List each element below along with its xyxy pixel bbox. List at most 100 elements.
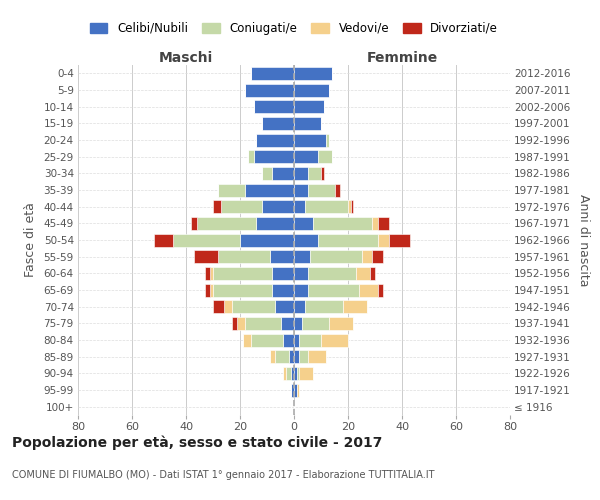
- Bar: [294, 300, 305, 313]
- Bar: [232, 317, 238, 330]
- Bar: [319, 234, 378, 246]
- Bar: [370, 267, 375, 280]
- Bar: [224, 300, 232, 313]
- Bar: [154, 234, 173, 246]
- Bar: [389, 234, 410, 246]
- Bar: [245, 84, 294, 96]
- Bar: [294, 367, 296, 380]
- Bar: [308, 184, 335, 196]
- Bar: [294, 217, 313, 230]
- Text: Popolazione per età, sesso e stato civile - 2017: Popolazione per età, sesso e stato civil…: [12, 435, 382, 450]
- Bar: [294, 134, 326, 146]
- Bar: [296, 384, 299, 396]
- Bar: [308, 167, 321, 180]
- Bar: [302, 317, 329, 330]
- Bar: [211, 284, 213, 296]
- Bar: [262, 117, 294, 130]
- Bar: [245, 184, 294, 196]
- Bar: [294, 84, 329, 96]
- Bar: [191, 217, 197, 230]
- Bar: [218, 184, 245, 196]
- Bar: [197, 217, 256, 230]
- Bar: [308, 350, 326, 363]
- Bar: [211, 267, 213, 280]
- Bar: [292, 367, 294, 380]
- Bar: [294, 384, 296, 396]
- Bar: [378, 284, 383, 296]
- Bar: [378, 234, 389, 246]
- Bar: [308, 267, 356, 280]
- Bar: [350, 200, 353, 213]
- Bar: [238, 317, 245, 330]
- Bar: [294, 334, 299, 346]
- Bar: [294, 250, 310, 263]
- Text: Maschi: Maschi: [159, 51, 213, 65]
- Bar: [305, 200, 348, 213]
- Bar: [326, 134, 329, 146]
- Bar: [289, 350, 294, 363]
- Bar: [294, 67, 332, 80]
- Bar: [213, 200, 221, 213]
- Bar: [240, 234, 294, 246]
- Bar: [205, 267, 210, 280]
- Bar: [359, 284, 378, 296]
- Bar: [292, 384, 294, 396]
- Bar: [272, 167, 294, 180]
- Bar: [372, 217, 378, 230]
- Bar: [205, 284, 210, 296]
- Bar: [361, 250, 372, 263]
- Bar: [232, 300, 275, 313]
- Bar: [319, 150, 332, 163]
- Bar: [299, 334, 321, 346]
- Bar: [275, 350, 289, 363]
- Bar: [308, 284, 359, 296]
- Bar: [251, 334, 283, 346]
- Bar: [256, 134, 294, 146]
- Bar: [272, 284, 294, 296]
- Bar: [372, 250, 383, 263]
- Bar: [221, 200, 262, 213]
- Bar: [251, 67, 294, 80]
- Bar: [245, 317, 281, 330]
- Bar: [348, 200, 350, 213]
- Bar: [335, 184, 340, 196]
- Bar: [294, 184, 308, 196]
- Bar: [173, 234, 240, 246]
- Bar: [213, 284, 272, 296]
- Bar: [256, 217, 294, 230]
- Y-axis label: Fasce di età: Fasce di età: [23, 202, 37, 278]
- Bar: [254, 100, 294, 113]
- Bar: [218, 250, 270, 263]
- Bar: [281, 317, 294, 330]
- Bar: [272, 267, 294, 280]
- Bar: [270, 350, 275, 363]
- Bar: [305, 300, 343, 313]
- Bar: [294, 117, 321, 130]
- Bar: [262, 167, 272, 180]
- Bar: [294, 267, 308, 280]
- Bar: [283, 367, 286, 380]
- Bar: [262, 200, 294, 213]
- Legend: Celibi/Nubili, Coniugati/e, Vedovi/e, Divorziati/e: Celibi/Nubili, Coniugati/e, Vedovi/e, Di…: [90, 22, 498, 35]
- Bar: [254, 150, 294, 163]
- Bar: [270, 250, 294, 263]
- Bar: [299, 350, 308, 363]
- Bar: [213, 300, 224, 313]
- Bar: [286, 367, 292, 380]
- Y-axis label: Anni di nascita: Anni di nascita: [577, 194, 590, 286]
- Bar: [294, 234, 319, 246]
- Text: Femmine: Femmine: [367, 51, 437, 65]
- Bar: [294, 167, 308, 180]
- Bar: [299, 367, 313, 380]
- Bar: [310, 250, 361, 263]
- Bar: [294, 284, 308, 296]
- Bar: [294, 350, 299, 363]
- Bar: [294, 317, 302, 330]
- Bar: [356, 267, 370, 280]
- Bar: [242, 334, 251, 346]
- Bar: [343, 300, 367, 313]
- Bar: [329, 317, 353, 330]
- Bar: [321, 334, 348, 346]
- Bar: [248, 150, 254, 163]
- Bar: [313, 217, 372, 230]
